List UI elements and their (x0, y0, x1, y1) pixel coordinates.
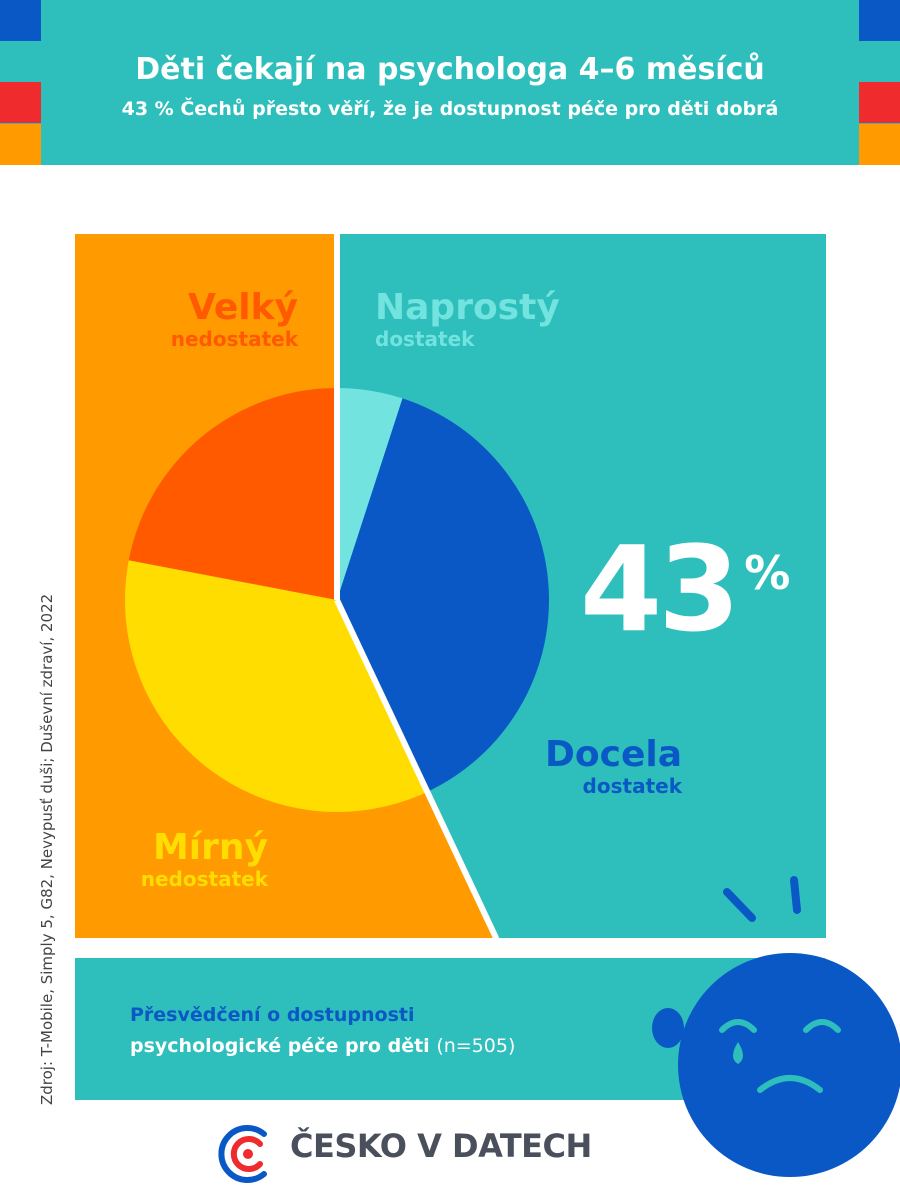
label-mirny-small: nedostatek (140, 867, 268, 891)
label-velky-small: nedostatek (170, 327, 298, 351)
slice-mirny-nedostatek (124, 560, 428, 812)
highlight-unit: % (744, 546, 791, 600)
page-subtitle: 43 % Čechů přesto věří, že je dostupnost… (121, 98, 779, 120)
caption-line-1: Přesvědčení o dostupnosti (130, 1004, 415, 1026)
label-docela-big: Docela (544, 734, 682, 775)
chart-caption: Přesvědčení o dostupnosti psychologické … (130, 1000, 515, 1062)
stripe-red-right (859, 82, 900, 123)
highlight-number: 43 (580, 520, 740, 658)
source-note: Zdroj: T-Mobile, Simply 5, G82, Nevypusť… (38, 593, 56, 1105)
slice-naprosty-dostatek (337, 388, 403, 600)
slice-docela-dostatek (337, 398, 549, 792)
stripe-orange-right (859, 124, 900, 165)
highlight-percentage: 43% (580, 520, 790, 658)
cesko-v-datech-logo-icon (218, 1125, 267, 1183)
caption-line-2: psychologické péče pro děti (n=505) (130, 1031, 515, 1062)
label-docela-dostatek: Docela dostatek (544, 734, 682, 798)
brand-name: ČESKO V DATECH (290, 1127, 592, 1165)
label-naprosty-dostatek: Naprostý dostatek (375, 287, 560, 351)
stripe-blue-right (859, 0, 900, 41)
label-docela-small: dostatek (582, 774, 682, 798)
label-mirny-big: Mírný (152, 827, 268, 868)
label-mirny-nedostatek: Mírný nedostatek (140, 827, 268, 891)
label-velky-big: Velký (187, 287, 298, 328)
caption-line-2-text: psychologické péče pro děti (130, 1035, 430, 1057)
slice-velky-nedostatek (128, 388, 337, 600)
label-velky-nedostatek: Velký nedostatek (170, 287, 298, 351)
page-title: Děti čekají na psychologa 4–6 měsíců (135, 52, 765, 87)
label-naprosty-big: Naprostý (375, 287, 560, 328)
stripe-orange-left (0, 124, 41, 165)
header-banner: Děti čekají na psychologa 4–6 měsíců 43 … (0, 0, 900, 165)
label-naprosty-small: dostatek (375, 327, 475, 351)
sample-size: (n=505) (436, 1035, 516, 1057)
stripe-blue-left (0, 0, 41, 41)
stripe-red-left (0, 82, 41, 123)
divider-diagonal (334, 598, 499, 940)
